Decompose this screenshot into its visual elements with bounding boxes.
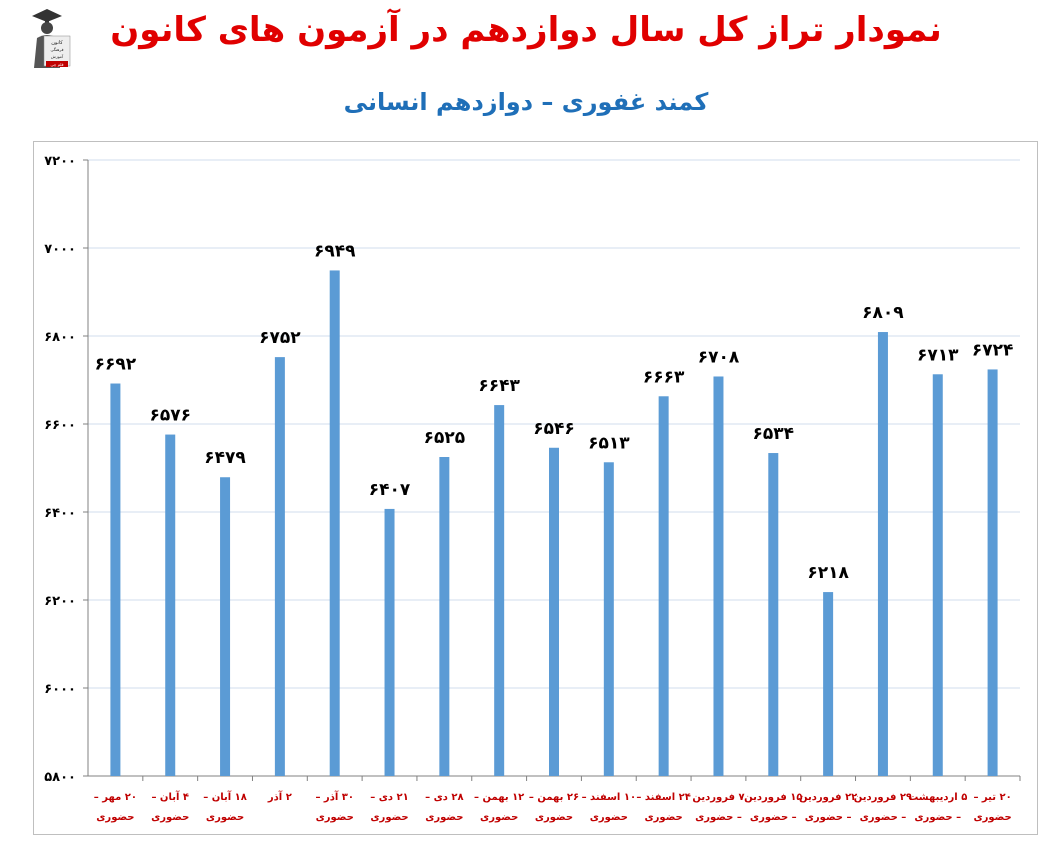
bar [603,462,614,776]
x-tick-label: حضوری [535,812,573,823]
data-label: ۶۷۲۴ [972,340,1014,360]
x-tick-label: ۴ آبان – [151,790,189,803]
y-tick-label: ۶۶۰۰ [44,418,76,433]
x-tick-label: حضوری [590,812,628,823]
bar [384,508,395,776]
bar [220,477,231,776]
x-tick-label: ۳۰ آذر – [315,790,354,803]
logo-line-1: کانون [51,40,63,46]
x-tick-label: ۲۰ مهر – [94,792,137,803]
y-tick-label: ۶۰۰۰ [44,682,76,697]
data-label: ۶۴۰۷ [369,480,411,500]
x-tick-label: ۲۰ تیر – [973,792,1011,803]
x-tick-label: حضوری [973,812,1011,823]
data-label: ۶۶۴۳ [478,376,520,396]
x-tick-label: – حضوری [750,812,797,823]
x-tick-label: – حضوری [805,812,852,823]
x-tick-label: ۷ فروردین [692,792,744,803]
bar [110,383,121,776]
bar [987,369,998,776]
x-tick-label: حضوری [206,812,244,823]
bar [439,457,450,776]
x-tick-label: ۱۲ بهمن – [474,792,524,803]
bar [494,405,505,776]
y-tick-label: ۷۲۰۰ [44,154,76,169]
data-label: ۶۴۷۹ [204,448,246,468]
x-tick-label: حضوری [425,812,463,823]
data-label: ۶۷۵۲ [259,328,301,348]
x-tick-label: حضوری [645,812,683,823]
plot-frame [33,141,1038,835]
data-label: ۶۶۶۳ [643,367,685,387]
chart-subtitle: کمند غفوری – دوازدهم انسانی [343,88,709,116]
y-tick-label: ۵۸۰۰ [44,770,76,785]
x-tick-label: حضوری [151,812,189,823]
x-tick-label: ۲۱ دی – [370,792,408,803]
y-tick-label: ۶۸۰۰ [44,330,76,345]
x-tick-label: – حضوری [860,812,907,823]
x-tick-label: ۲ آذر [267,790,292,803]
y-tick-label: ۷۰۰۰ [44,242,76,257]
data-label: ۶۵۴۶ [533,419,575,439]
x-tick-label: ۲۹ فروردین [854,792,912,803]
bar [932,374,943,776]
data-label: ۶۶۹۲ [95,355,137,375]
x-tick-label: ۲۲ فروردین [799,792,857,803]
kanoon-logo: کانون فرهنگی آموزش قلم چی [32,9,71,68]
x-tick-label: ۱۰ اسفند – [582,792,637,803]
data-label: ۶۸۰۹ [862,303,904,323]
data-label: ۶۵۷۶ [149,406,191,426]
bar [713,376,724,776]
bar [274,357,285,776]
chart-title: نمودار تراز کل سال دوازدهم در آزمون های … [110,10,942,50]
y-tick-label: ۶۴۰۰ [44,506,76,521]
x-tick-label: ۱۵ فروردین [744,792,802,803]
bar [658,396,669,776]
x-tick-label: ۵ اردیبهشت [908,792,967,803]
data-label: ۶۵۲۵ [424,428,466,448]
x-tick-label: حضوری [370,812,408,823]
logo-line-2: فرهنگی [51,47,64,52]
data-label: ۶۲۱۸ [807,563,849,583]
bar [549,447,559,776]
x-tick-label: حضوری [480,812,518,823]
data-label: ۶۵۳۴ [753,424,795,444]
logo-line-4: قلم چی [51,62,64,67]
x-tick-label: – حضوری [914,812,961,823]
y-tick-label: ۶۲۰۰ [44,594,76,609]
data-label: ۶۵۱۳ [588,433,630,453]
data-label: ۶۹۴۹ [314,241,356,261]
bar [768,453,779,776]
x-tick-label: ۲۴ اسفند – [636,792,691,803]
x-tick-label: – حضوری [695,812,742,823]
logo-line-3: آموزش [51,54,64,59]
bar [823,592,834,776]
bar [877,332,888,776]
x-tick-label: ۱۸ آبان – [203,790,247,803]
x-tick-label: ۲۸ دی – [425,792,463,803]
bar [165,434,176,776]
x-tick-label: ۲۶ بهمن – [529,792,579,803]
x-tick-label: حضوری [96,812,134,823]
x-tick-label: حضوری [316,812,354,823]
data-label: ۶۷۰۸ [698,347,740,367]
data-label: ۶۷۱۳ [917,345,959,365]
bar [329,270,340,776]
